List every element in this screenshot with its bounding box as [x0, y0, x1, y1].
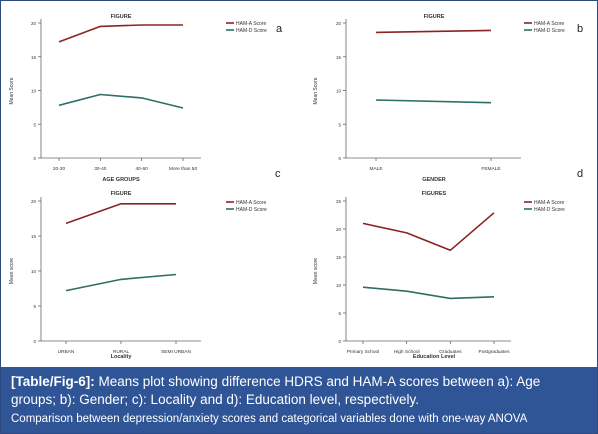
- panel-b-x-tick-label: MALE: [369, 166, 382, 172]
- panel-b-legend-label: HAM-A Score: [534, 21, 565, 27]
- panel-b-x-tick-label: FEMALE: [481, 166, 500, 172]
- panel-d-y-axis-label: Mean score: [313, 258, 319, 284]
- panel-b-title: FIGURE: [424, 14, 445, 20]
- panel-b-y-tick-label: 0: [338, 156, 341, 161]
- panel-a-y-tick-label: 20: [31, 21, 37, 26]
- panel-d-y-tick-label: 0: [338, 339, 341, 344]
- panel-a-series-line-ham-d: [58, 93, 184, 109]
- panel-c-y-tick-label: 15: [31, 234, 37, 239]
- panel-c-x-axis-label: Locality: [111, 354, 133, 360]
- panel-c-y-tick-label: 20: [31, 199, 37, 204]
- panel-b-y-axis-label: Mean Score: [313, 77, 319, 104]
- panel-d-legend-label: HAM-A Score: [534, 200, 565, 206]
- panel-b-series-line-ham-a: [375, 29, 492, 34]
- panel-c-y-tick-label: 0: [33, 339, 36, 344]
- panel-d-y-tick-label: 10: [336, 283, 342, 288]
- figure-caption: [Table/Fig-6]: Means plot showing differ…: [1, 367, 597, 433]
- panel-b-series-line-ham-d: [375, 99, 492, 104]
- panel-a-series-line-ham-a: [58, 24, 183, 43]
- caption-note: Comparison between depression/anxiety sc…: [11, 413, 528, 425]
- panel-c-title: FIGURE: [111, 191, 132, 197]
- panel-c-legend-label: HAM-D Score: [236, 207, 267, 213]
- panel-a-y-tick-label: 15: [31, 55, 37, 60]
- panel-a-x-tick-label: 20-30: [53, 166, 66, 172]
- panel-c-x-tick-label: URBAN: [58, 349, 75, 355]
- panel-b-legend-label: HAM-D Score: [534, 28, 565, 34]
- panel-d-title: FIGURES: [422, 191, 447, 197]
- panel-b-y-tick-label: 5: [338, 122, 341, 127]
- panel-a-y-axis-label: Mean Score: [9, 77, 15, 104]
- caption-text: Means plot showing difference HDRS and H…: [11, 374, 541, 407]
- panel-c-y-tick-label: 5: [33, 304, 36, 309]
- panel-c-y-axis-label: Mean score: [9, 258, 15, 284]
- panel-d-series-line-ham-a: [362, 212, 495, 252]
- panel-c-letter: c: [275, 168, 281, 180]
- panel-d-y-tick-label: 5: [338, 311, 341, 316]
- panel-a-x-tick-label: 30-40: [94, 166, 107, 172]
- panel-b-letter: b: [577, 23, 583, 35]
- panel-c-legend-label: HAM-A Score: [236, 200, 267, 206]
- charts-canvas: 0 5 10 15 20 20-30 30-40 40-60 More than 50 FIGUR…: [9, 14, 583, 360]
- panel-c-series-line-ham-a: [65, 203, 176, 225]
- panel-d-series-line-ham-d: [362, 286, 495, 300]
- panel-c-series-line-ham-d: [65, 273, 177, 292]
- panel-a-x-tick-label: 40-60: [136, 166, 149, 172]
- panel-d-legend-label: HAM-D Score: [534, 207, 565, 213]
- caption-label: [Table/Fig-6]:: [11, 374, 95, 389]
- panel-a-letter: a: [276, 23, 283, 35]
- panel-a-title: FIGURE: [111, 14, 132, 20]
- panel-d-y-tick-label: 20: [336, 227, 342, 232]
- panel-b-y-tick-label: 10: [336, 89, 342, 94]
- panel-c-x-tick-label: SEMI URBAN: [161, 349, 191, 355]
- panel-d-x-tick-label: Primary School: [347, 349, 380, 355]
- panel-a-x-tick-label: More than 50: [169, 166, 198, 172]
- panel-b-y-tick-label: 20: [336, 21, 342, 26]
- caption-main: [Table/Fig-6]: Means plot showing differ…: [11, 373, 587, 409]
- panel-d-x-axis-label: Education Level: [413, 354, 456, 360]
- panel-a-legend-label: HAM-A Score: [236, 21, 267, 27]
- panel-b-x-axis-label: GENDER: [422, 177, 446, 183]
- panel-a-y-tick-label: 0: [33, 156, 36, 161]
- panel-d-x-tick-label: Graduates: [439, 349, 462, 355]
- panel-a-legend-label: HAM-D Score: [236, 28, 267, 34]
- panel-b-y-tick-label: 15: [336, 55, 342, 60]
- panel-d-x-tick-label: High School: [394, 349, 420, 355]
- panel-d-y-tick-label: 25: [336, 199, 342, 204]
- panel-a-x-axis-label: AGE GROUPS: [102, 177, 140, 183]
- panel-c-y-tick-label: 10: [31, 269, 37, 274]
- panel-a-y-tick-label: 5: [33, 122, 36, 127]
- panel-d-x-tick-label: Postgraduates: [479, 349, 511, 355]
- panel-d-y-tick-label: 15: [336, 255, 342, 260]
- panel-c-x-tick-label: RURAL: [113, 349, 130, 355]
- panel-d-letter: d: [577, 168, 583, 180]
- panel-a-y-tick-label: 10: [31, 89, 37, 94]
